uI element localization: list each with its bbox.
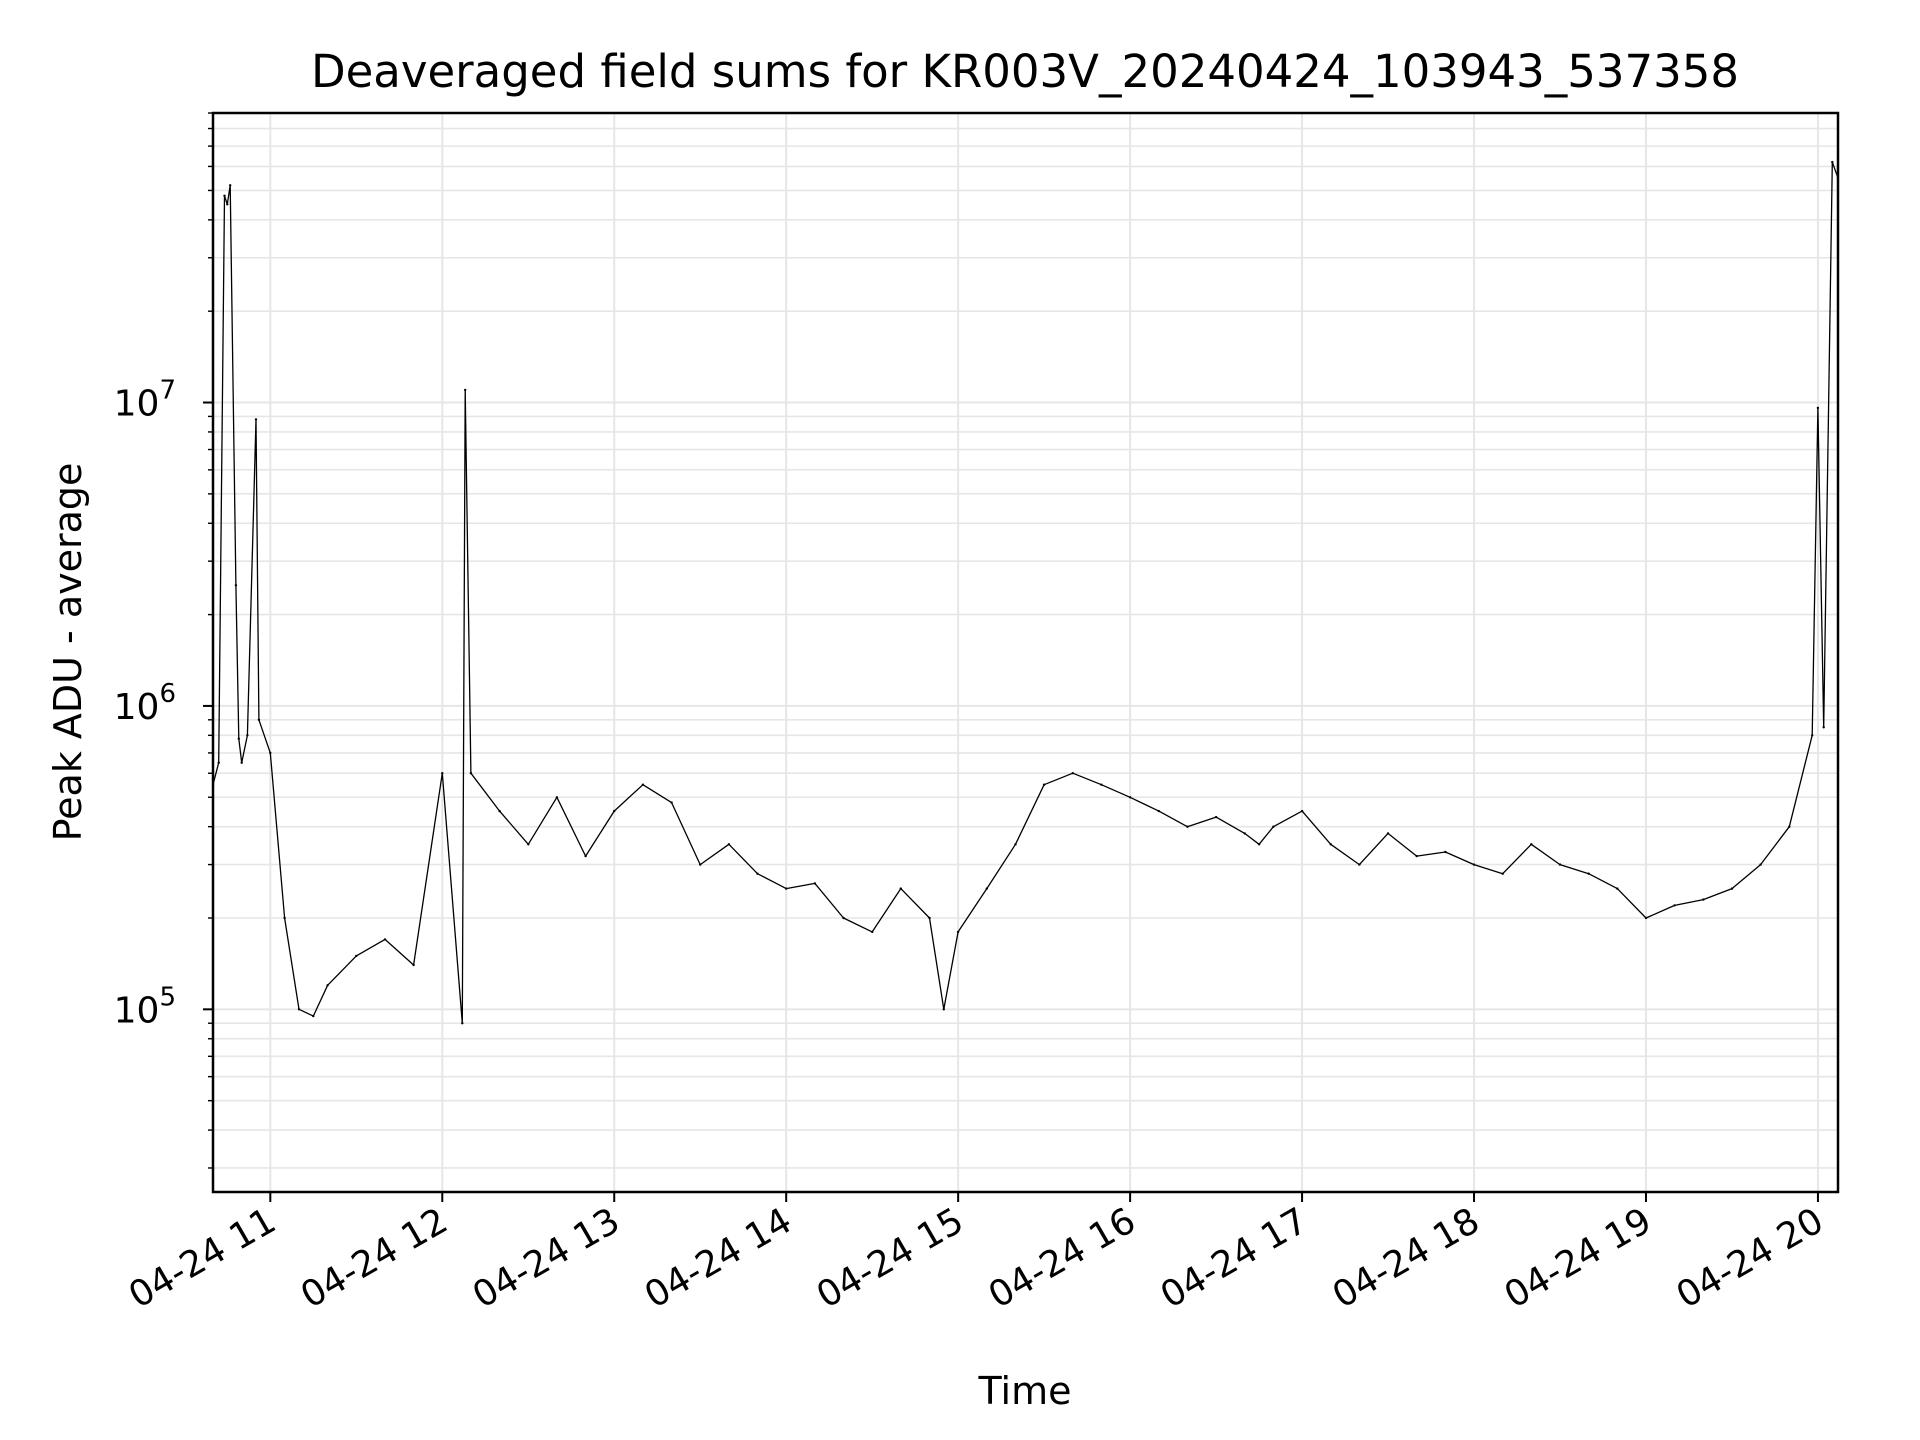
series-point xyxy=(1329,843,1332,846)
series-point xyxy=(461,1022,464,1025)
series-point xyxy=(283,916,286,920)
y-tick-exponent: 5 xyxy=(159,982,176,1012)
x-axis-title: Time xyxy=(978,1369,1072,1413)
series-point xyxy=(1415,854,1418,858)
series-line xyxy=(213,161,1838,1024)
series-point xyxy=(1042,783,1046,786)
series-point xyxy=(240,761,243,764)
series-point xyxy=(464,388,467,392)
series-point xyxy=(1272,825,1275,828)
series-point xyxy=(699,863,702,866)
series-point xyxy=(1788,825,1791,828)
series-point xyxy=(1071,772,1075,775)
series-point xyxy=(1128,796,1132,799)
series-point xyxy=(1558,863,1562,866)
series-point xyxy=(1673,904,1676,907)
series-point xyxy=(498,809,501,813)
series-point xyxy=(1816,406,1820,410)
series-point xyxy=(217,761,220,764)
series-point xyxy=(527,843,530,846)
series-point xyxy=(942,1008,945,1011)
y-tick-base: 10 xyxy=(114,687,160,728)
series-point xyxy=(1214,815,1218,819)
series-point xyxy=(412,963,415,967)
series-point xyxy=(899,887,902,890)
series-point xyxy=(756,872,759,875)
series-point xyxy=(1530,843,1533,846)
series-point xyxy=(257,718,261,721)
series-point xyxy=(229,184,232,187)
y-tick-base: 10 xyxy=(114,384,160,425)
series-point xyxy=(813,882,817,885)
y-tick-label: 105 xyxy=(114,982,176,1031)
series-point xyxy=(1100,783,1103,786)
series-point xyxy=(1386,832,1390,835)
series-point xyxy=(269,751,272,755)
series-point xyxy=(1831,160,1834,164)
series-point xyxy=(956,930,960,934)
series-point xyxy=(1157,809,1161,813)
series-point xyxy=(584,854,587,858)
y-tick-exponent: 7 xyxy=(159,376,176,406)
series-layer xyxy=(213,160,1838,1025)
chart-title: Deaveraged field sums for KR003V_2024042… xyxy=(311,45,1739,98)
series-point xyxy=(727,843,731,846)
series-point xyxy=(842,916,845,920)
series-point xyxy=(1587,872,1590,875)
y-tick-label: 106 xyxy=(114,679,176,728)
series-point xyxy=(928,916,931,920)
series-point xyxy=(441,772,444,775)
series-point xyxy=(383,938,387,941)
grid xyxy=(213,112,1838,1192)
y-tick-label: 107 xyxy=(114,376,176,425)
series-point xyxy=(1186,825,1189,828)
series-point xyxy=(1501,872,1504,875)
series-point xyxy=(297,1008,301,1011)
series-point xyxy=(1358,863,1361,866)
series-point xyxy=(1822,726,1825,729)
series-point xyxy=(1730,887,1734,890)
series-point xyxy=(326,984,329,987)
series-point xyxy=(223,194,226,197)
series-point xyxy=(1616,887,1619,890)
series-point xyxy=(234,584,238,587)
y-tick-exponent: 6 xyxy=(159,679,176,709)
series-point xyxy=(641,783,645,786)
series-point xyxy=(555,796,559,799)
y-tick-base: 10 xyxy=(114,990,160,1031)
series-point xyxy=(1257,843,1261,846)
series-point xyxy=(613,809,616,813)
series-point xyxy=(312,1014,315,1018)
series-point xyxy=(985,887,988,890)
series-point xyxy=(670,801,673,804)
series-point xyxy=(785,887,788,890)
series-point xyxy=(1014,843,1017,846)
series-point xyxy=(1243,832,1246,835)
series-point xyxy=(226,203,229,206)
series-point xyxy=(469,772,473,775)
series-point xyxy=(1759,863,1762,866)
series-point xyxy=(1811,734,1814,737)
series-point xyxy=(1644,916,1648,920)
series-point xyxy=(246,734,249,737)
series-point xyxy=(355,954,358,958)
series-point xyxy=(871,930,874,934)
series-point xyxy=(1300,809,1304,813)
series-point xyxy=(237,737,240,740)
y-axis-title: Peak ADU - average xyxy=(46,463,90,842)
series-point xyxy=(1472,863,1476,866)
series-point xyxy=(254,418,258,421)
series-point xyxy=(1702,898,1705,901)
plot-frame xyxy=(211,111,1840,1194)
series-point xyxy=(1444,850,1447,854)
